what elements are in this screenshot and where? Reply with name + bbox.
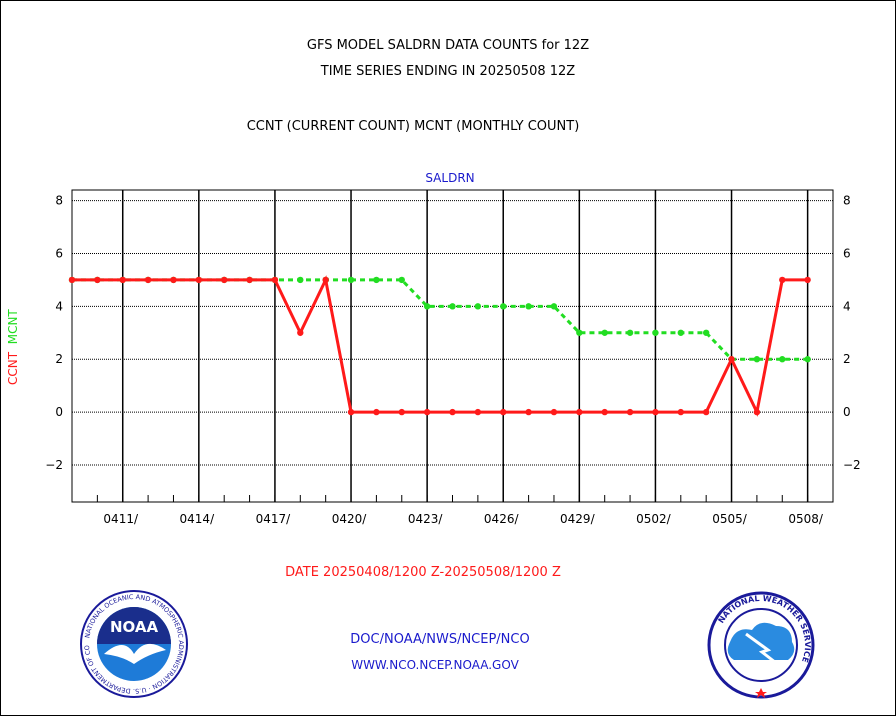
x-tick-label: 0417/ — [256, 512, 292, 526]
data-point-mcnt — [449, 303, 456, 310]
y-tick-label-right: 0 — [843, 405, 851, 419]
data-point-ccnt — [702, 408, 710, 416]
data-point-mcnt — [702, 329, 710, 336]
data-point-ccnt — [373, 408, 380, 416]
y-tick-label-right: −2 — [843, 458, 861, 472]
axis-layer: 8 8 6 6 4 4 2 2 0 0 −2 −2 0411/0414/0417/0420/0423/0… — [45, 189, 861, 526]
series-line-ccnt — [72, 275, 808, 417]
data-point-ccnt — [576, 408, 583, 416]
data-point-ccnt — [474, 408, 482, 416]
y-tick-label-right: 6 — [843, 246, 851, 260]
y-tick-label-left: 4 — [55, 299, 63, 313]
data-point-ccnt — [398, 408, 405, 416]
x-tick-label: 0423/ — [408, 512, 444, 526]
data-point-mcnt — [474, 303, 482, 310]
data-point-ccnt — [677, 408, 684, 416]
data-point-ccnt — [68, 276, 76, 284]
x-tick-label: 0420/ — [332, 512, 368, 526]
data-point-ccnt — [347, 408, 355, 416]
data-point-ccnt — [550, 408, 558, 416]
data-point-mcnt — [677, 329, 684, 336]
data-point-mcnt — [423, 303, 431, 310]
y-tick-label-right: 4 — [843, 299, 851, 313]
data-point-ccnt — [601, 408, 608, 416]
x-tick-label: 0426/ — [484, 512, 520, 526]
chart-title-line1: GFS MODEL SALDRN DATA COUNTS for 12Z — [306, 38, 590, 53]
x-tick-label: 0411/ — [103, 512, 139, 526]
chart-title-line2: TIME SERIES ENDING IN 20250508 12Z — [320, 64, 576, 79]
nws-logo-icon: NATIONAL WEATHER SERVICE — [707, 591, 815, 699]
data-point-ccnt — [753, 408, 761, 416]
data-point-mcnt — [626, 329, 634, 336]
panel-title: SALDRN — [425, 171, 475, 185]
data-point-mcnt — [550, 303, 558, 310]
data-point-ccnt — [94, 276, 101, 284]
data-point-mcnt — [525, 303, 532, 310]
data-point-ccnt — [322, 276, 329, 284]
data-point-ccnt — [119, 276, 126, 284]
x-tick-label: 0502/ — [636, 512, 672, 526]
y-tick-label-left: −2 — [45, 458, 63, 472]
chart-subtitle: CCNT (CURRENT COUNT) MCNT (MONTHLY COUNT… — [246, 119, 580, 134]
y-tick-label-left: 0 — [55, 405, 63, 419]
credit-line-2: WWW.NCO.NCEP.NOAA.GOV — [351, 658, 519, 672]
data-point-ccnt — [195, 276, 203, 284]
data-point-ccnt — [779, 276, 786, 284]
x-tick-label: 0429/ — [560, 512, 596, 526]
data-point-ccnt — [652, 408, 659, 416]
data-point-ccnt — [297, 329, 304, 336]
data-point-ccnt — [170, 276, 177, 284]
noaa-logo-icon: NATIONAL OCEANIC AND ATMOSPHERIC ADMINIS… — [78, 588, 188, 698]
data-point-mcnt — [347, 276, 355, 284]
data-point-ccnt — [423, 408, 431, 416]
data-point-mcnt — [500, 303, 507, 310]
y-tick-label-left: 8 — [55, 194, 63, 208]
series-layer — [68, 275, 811, 417]
data-point-mcnt — [804, 356, 811, 363]
noaa-logo-text: NOAA — [110, 618, 159, 636]
data-point-mcnt — [297, 276, 304, 284]
data-point-ccnt — [626, 408, 634, 416]
data-point-ccnt — [500, 408, 507, 416]
data-point-ccnt — [246, 276, 253, 284]
data-point-ccnt — [728, 356, 735, 363]
data-point-ccnt — [271, 276, 279, 284]
data-point-mcnt — [373, 276, 380, 284]
data-point-ccnt — [144, 276, 152, 284]
y-tick-label-left: 6 — [55, 246, 63, 260]
data-point-ccnt — [525, 408, 532, 416]
data-point-mcnt — [779, 356, 786, 363]
data-point-mcnt — [601, 329, 608, 336]
x-tick-label: 0505/ — [712, 512, 748, 526]
series-line-mcnt — [72, 278, 808, 361]
data-point-mcnt — [576, 329, 583, 336]
x-tick-label: 0414/ — [180, 512, 216, 526]
credit-line-1: DOC/NOAA/NWS/NCEP/NCO — [350, 632, 530, 647]
data-point-ccnt — [221, 276, 228, 284]
date-range: DATE 20250408/1200 Z-20250508/1200 Z — [285, 565, 561, 580]
x-tick-label: 0508/ — [788, 512, 824, 526]
data-point-mcnt — [398, 276, 405, 284]
y-tick-label-left: 2 — [55, 352, 63, 366]
data-point-mcnt — [753, 356, 761, 363]
y-tick-label-right: 2 — [843, 352, 851, 366]
data-point-mcnt — [652, 329, 659, 336]
data-point-ccnt — [804, 276, 811, 284]
data-point-ccnt — [449, 408, 456, 416]
y-tick-label-right: 8 — [843, 194, 851, 208]
